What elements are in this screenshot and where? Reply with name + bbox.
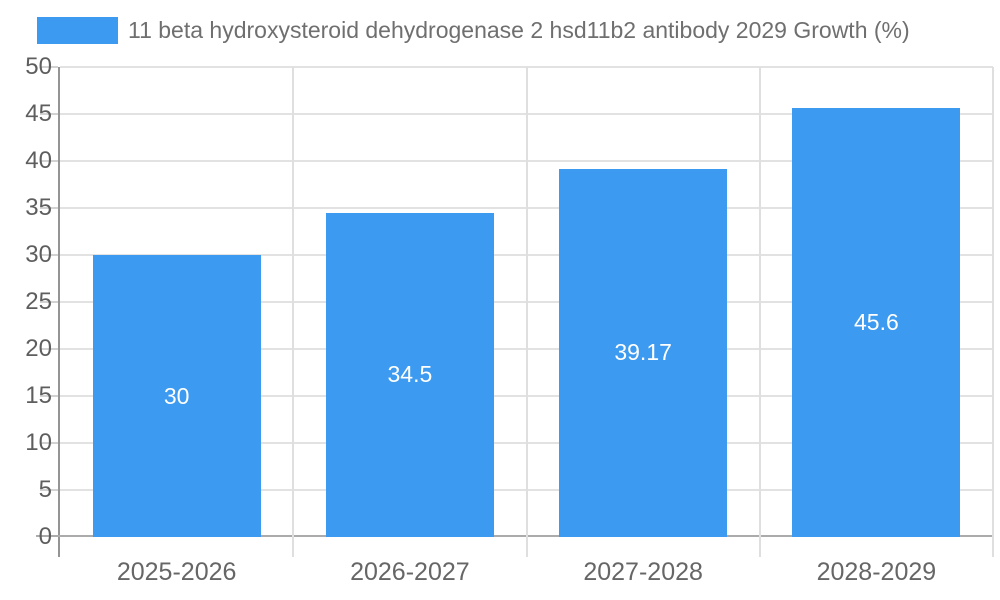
y-axis-label: 40 [25, 147, 52, 174]
plot-area: 30 34.5 39.17 45.6 [36, 66, 994, 557]
x-axis-label: 2027-2028 [583, 558, 703, 586]
y-axis-tick [40, 301, 58, 303]
y-axis-tick [40, 66, 58, 68]
x-axis-label: 2026-2027 [350, 558, 470, 586]
y-axis-tick [40, 207, 58, 209]
y-axis-tick [40, 160, 58, 162]
y-axis-line [58, 67, 60, 557]
bar-value-label: 45.6 [853, 309, 899, 336]
bar-2027-2028[interactable]: 39.17 [559, 168, 728, 537]
y-axis-label: 15 [25, 382, 52, 409]
bar-2025-2026[interactable]: 30 [92, 255, 261, 537]
y-axis-tick [40, 113, 58, 115]
x-axis-label: 2028-2029 [816, 558, 937, 586]
y-axis-label: 30 [25, 241, 52, 268]
y-axis-tick [40, 254, 58, 256]
bar-value-label: 34.5 [387, 361, 433, 388]
y-axis-tick [40, 395, 58, 397]
y-axis-label: 10 [25, 429, 52, 456]
bar-value-label: 39.17 [614, 339, 672, 366]
y-axis-label: 25 [25, 288, 52, 315]
bar-2028-2029[interactable]: 45.6 [792, 108, 961, 537]
gridline-v [292, 67, 295, 557]
y-axis-label: 45 [25, 100, 52, 127]
bar-2026-2027[interactable]: 34.5 [325, 212, 494, 537]
legend-label: 11 beta hydroxysteroid dehydrogenase 2 h… [128, 17, 910, 43]
y-axis-tick [40, 489, 58, 491]
y-axis-label: 0 [38, 523, 52, 550]
gridline-v [758, 67, 761, 557]
gridline-v [525, 67, 528, 557]
y-axis-label: 20 [25, 335, 52, 362]
gridline-v [992, 67, 994, 557]
y-axis-tick [40, 348, 58, 350]
x-axis-baseline [36, 535, 993, 537]
y-axis-tick [40, 442, 58, 444]
legend[interactable]: 11 beta hydroxysteroid dehydrogenase 2 h… [37, 17, 910, 44]
bar-value-label: 30 [163, 382, 190, 409]
y-axis-label: 5 [38, 476, 52, 503]
x-axis-label: 2025-2026 [116, 558, 237, 586]
y-axis-label: 35 [25, 194, 52, 221]
legend-swatch [37, 17, 118, 44]
y-axis-label: 50 [25, 53, 52, 80]
